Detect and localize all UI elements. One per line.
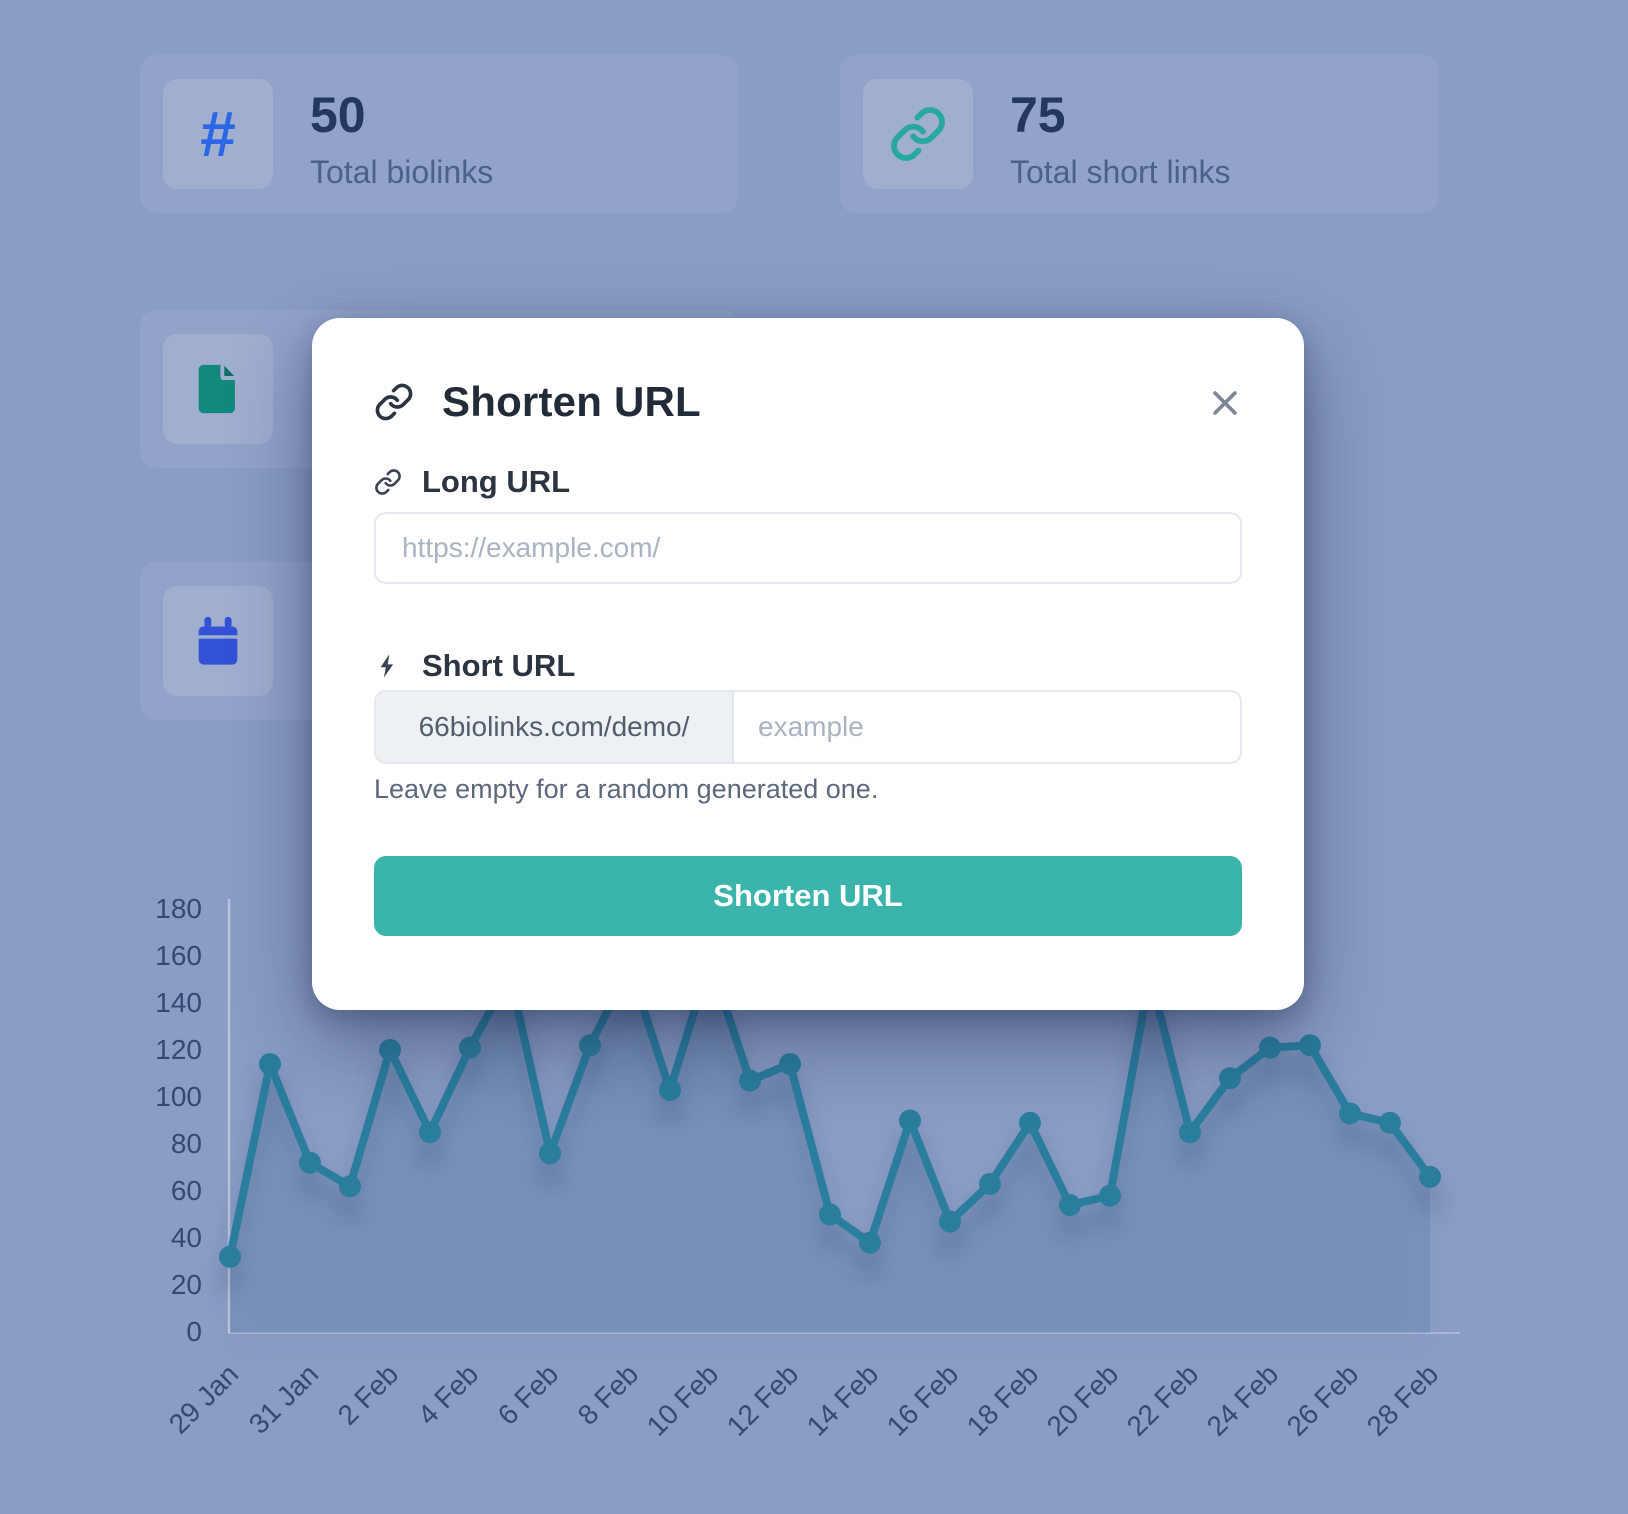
data-point	[899, 1109, 921, 1132]
y-tick-label: 20	[171, 1269, 202, 1300]
close-button[interactable]	[1208, 384, 1246, 422]
data-point	[939, 1210, 961, 1233]
y-tick-label: 120	[155, 1034, 202, 1065]
shorten-url-modal: Shorten URL Long URL Short URL 66biolink…	[312, 318, 1304, 1010]
long-url-input[interactable]	[374, 512, 1242, 584]
stat-icon-tile	[163, 586, 273, 696]
stat-card-biolinks: # 50 Total biolinks	[140, 55, 738, 213]
data-point	[299, 1151, 321, 1174]
stat-text: 50 Total biolinks	[310, 89, 493, 191]
x-tick-label: 22 Feb	[1121, 1358, 1205, 1442]
stat-icon-tile	[863, 79, 973, 189]
x-tick-label: 2 Feb	[332, 1358, 405, 1431]
close-icon	[1213, 391, 1237, 415]
y-tick-label: 180	[155, 893, 202, 924]
calendar-icon	[198, 616, 238, 665]
x-tick-label: 26 Feb	[1281, 1358, 1365, 1442]
data-point	[1099, 1184, 1121, 1207]
y-tick-label: 80	[171, 1128, 202, 1159]
stat-value-biolinks: 50	[310, 87, 366, 143]
data-point	[1059, 1194, 1081, 1217]
lightning-icon	[380, 654, 394, 678]
data-point	[379, 1039, 401, 1061]
x-tick-label: 8 Feb	[572, 1358, 645, 1431]
data-point	[419, 1121, 441, 1144]
stat-icon-tile: #	[163, 79, 273, 189]
x-tick-label: 12 Feb	[721, 1358, 805, 1442]
x-tick-label: 18 Feb	[961, 1358, 1045, 1442]
short-url-label: Short URL	[374, 648, 575, 684]
x-tick-label: 20 Feb	[1041, 1358, 1125, 1442]
y-tick-label: 40	[171, 1222, 202, 1253]
x-tick-label: 14 Feb	[801, 1358, 885, 1442]
data-point	[859, 1231, 881, 1254]
x-tick-label: 31 Jan	[243, 1358, 324, 1439]
hash-icon: #	[200, 98, 236, 170]
link-icon	[891, 107, 945, 161]
x-tick-label: 24 Feb	[1201, 1358, 1285, 1442]
x-tick-label: 16 Feb	[881, 1358, 965, 1442]
shorten-url-button[interactable]: Shorten URL	[374, 856, 1242, 936]
data-point	[219, 1245, 241, 1268]
x-tick-label: 28 Feb	[1361, 1358, 1445, 1442]
y-tick-label: 160	[155, 940, 202, 971]
data-point	[1379, 1111, 1401, 1134]
x-tick-label: 10 Feb	[641, 1358, 725, 1442]
stat-card-short-links: 75 Total short links	[840, 55, 1438, 213]
data-point	[1179, 1121, 1201, 1144]
data-point	[1339, 1102, 1361, 1125]
short-url-input[interactable]	[734, 692, 1240, 762]
modal-header: Shorten URL	[374, 378, 701, 426]
long-url-label-text: Long URL	[422, 464, 571, 499]
data-point	[339, 1175, 361, 1198]
link-icon	[375, 383, 413, 421]
x-tick-label: 4 Feb	[412, 1358, 485, 1431]
x-tick-label: 29 Jan	[163, 1358, 244, 1439]
data-point	[259, 1053, 281, 1076]
y-tick-label: 140	[155, 987, 202, 1018]
data-point	[459, 1036, 481, 1059]
stat-value-short-links: 75	[1010, 87, 1066, 143]
data-point	[819, 1203, 841, 1226]
short-url-prefix: 66biolinks.com/demo/	[376, 692, 734, 762]
data-point	[659, 1078, 681, 1101]
stat-text: 75 Total short links	[1010, 89, 1231, 191]
chart-area-fill	[230, 960, 1430, 1333]
y-axis-labels: 0 20 40 60 80 100 120 140 160 180	[155, 893, 202, 1347]
data-point	[979, 1172, 1001, 1195]
data-point	[539, 1142, 561, 1165]
stat-icon-tile	[163, 334, 273, 444]
y-tick-label: 60	[171, 1175, 202, 1206]
data-point	[739, 1069, 761, 1092]
y-tick-label: 0	[186, 1316, 202, 1347]
x-tick-label: 6 Feb	[492, 1358, 565, 1431]
data-point	[579, 1034, 601, 1057]
short-url-input-group: 66biolinks.com/demo/	[374, 690, 1242, 764]
long-url-label: Long URL	[374, 464, 570, 500]
data-point	[1419, 1165, 1441, 1188]
data-point	[1259, 1036, 1281, 1059]
short-url-helper-text: Leave empty for a random generated one.	[374, 774, 879, 804]
stat-label-short-links: Total short links	[1010, 153, 1231, 190]
data-point	[1019, 1111, 1041, 1134]
short-url-label-text: Short URL	[422, 648, 576, 683]
data-point	[1299, 1034, 1321, 1057]
link-icon	[375, 469, 401, 495]
data-point	[779, 1053, 801, 1076]
modal-title: Shorten URL	[442, 378, 701, 425]
file-icon	[198, 364, 235, 414]
stat-label-biolinks: Total biolinks	[310, 153, 494, 190]
data-point	[1219, 1067, 1241, 1090]
y-tick-label: 100	[155, 1081, 202, 1112]
chart-area	[230, 960, 1430, 1333]
